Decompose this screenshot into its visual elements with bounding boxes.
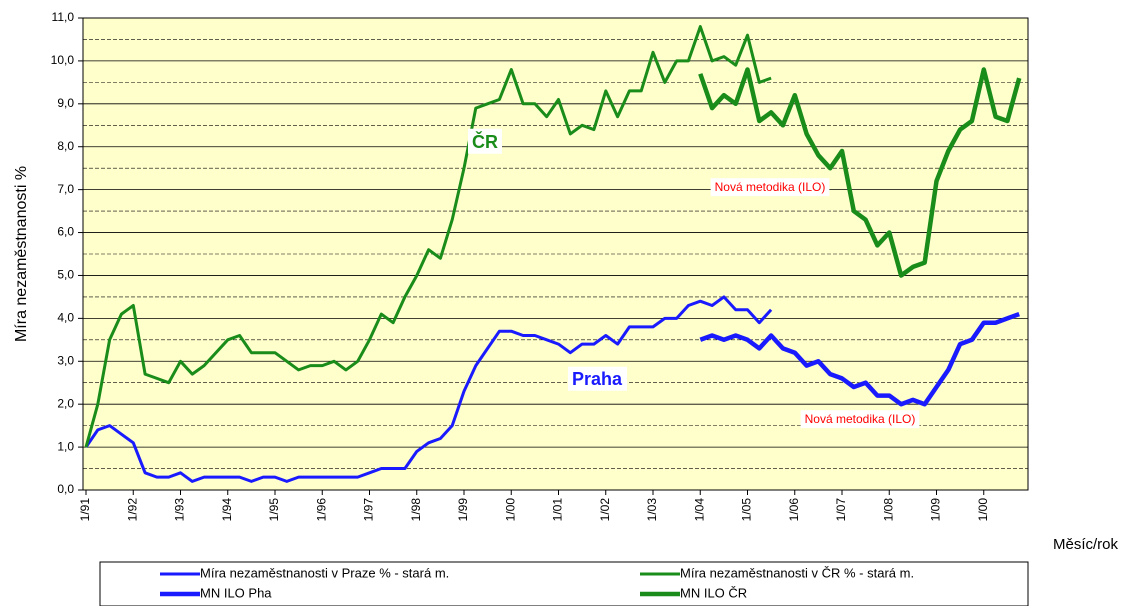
series-line bbox=[698, 67, 1022, 278]
x-tick-label: 1/93 bbox=[173, 498, 187, 522]
legend-label: Míra nezaměstnanosti v ČR % - stará m. bbox=[680, 565, 914, 580]
annotation: Nová metodika (ILO) bbox=[805, 412, 916, 426]
y-tick-label: 6,0 bbox=[57, 225, 74, 239]
y-tick-label: 2,0 bbox=[57, 396, 74, 410]
y-tick-label: 3,0 bbox=[57, 353, 74, 367]
annotation: ČR bbox=[472, 131, 498, 152]
y-tick-label: 11,0 bbox=[52, 10, 75, 24]
x-tick-label: 1/03 bbox=[645, 498, 659, 522]
x-tick-label: 1/96 bbox=[314, 498, 328, 522]
x-tick-label: 1/98 bbox=[409, 498, 423, 522]
y-tick-label: 1,0 bbox=[57, 439, 74, 453]
y-axis-label: Míra nezaměstnanosti % bbox=[13, 166, 30, 342]
x-tick-label: 1/00 bbox=[976, 498, 990, 522]
legend-label: Míra nezaměstnanosti v Praze % - stará m… bbox=[200, 565, 449, 580]
annotation-background bbox=[567, 366, 628, 391]
x-tick-label: 1/94 bbox=[220, 498, 234, 522]
y-tick-label: 10,0 bbox=[51, 53, 75, 67]
x-tick-label: 1/05 bbox=[740, 498, 754, 522]
legend-box bbox=[99, 561, 1029, 607]
annotation: Nová metodika (ILO) bbox=[715, 180, 826, 194]
x-tick-label: 1/01 bbox=[551, 498, 565, 522]
x-tick-label: 1/99 bbox=[456, 498, 470, 522]
x-tick-label: 1/04 bbox=[692, 498, 706, 522]
x-tick-label: 1/09 bbox=[929, 498, 943, 522]
x-tick-label: 1/97 bbox=[362, 498, 376, 522]
x-tick-label: 1/92 bbox=[125, 498, 139, 522]
x-tick-label: 1/91 bbox=[78, 498, 92, 522]
x-tick-label: 1/95 bbox=[267, 498, 281, 522]
y-tick-label: 0,0 bbox=[57, 482, 74, 496]
annotation-background bbox=[710, 178, 830, 197]
y-tick-label: 9,0 bbox=[57, 96, 74, 110]
x-axis-label: Měsíc/rok bbox=[1053, 536, 1119, 553]
y-tick-label: 4,0 bbox=[57, 311, 74, 325]
x-tick-label: 1/07 bbox=[834, 498, 848, 522]
series-line bbox=[84, 25, 772, 448]
y-tick-label: 5,0 bbox=[57, 268, 74, 282]
legend-label: MN ILO ČR bbox=[680, 585, 747, 600]
annotation-background bbox=[800, 410, 920, 429]
x-tick-label: 1/08 bbox=[881, 498, 895, 522]
series-line bbox=[84, 295, 773, 483]
annotation-background bbox=[468, 128, 502, 154]
legend-label: MN ILO Pha bbox=[200, 585, 272, 600]
x-tick-label: 1/02 bbox=[598, 498, 612, 522]
x-tick-label: 1/06 bbox=[787, 498, 801, 522]
annotation: Praha bbox=[572, 369, 623, 389]
series-line bbox=[699, 311, 1020, 407]
x-tick-label: 1/00 bbox=[503, 498, 517, 522]
y-tick-label: 8,0 bbox=[57, 139, 74, 153]
y-tick-label: 7,0 bbox=[57, 182, 74, 196]
